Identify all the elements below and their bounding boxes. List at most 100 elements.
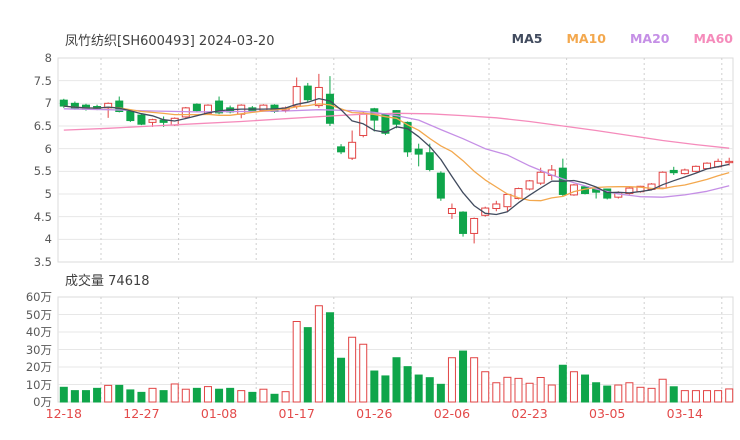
candle-body xyxy=(215,100,224,114)
volume-bar xyxy=(592,382,601,403)
volume-bar xyxy=(547,384,556,403)
date-label-01-17: 01-17 xyxy=(278,406,315,421)
volume-bar xyxy=(581,374,590,403)
candle-body xyxy=(425,152,434,171)
volume-bar xyxy=(381,375,390,403)
volume-tick: 40万 xyxy=(25,325,52,339)
candle-body xyxy=(259,104,268,112)
volume-tick: 10万 xyxy=(25,377,52,392)
ma-legend: MA5 MA10 MA20 MA60 xyxy=(512,31,733,46)
candle-body xyxy=(603,188,612,199)
volume-tick: 50万 xyxy=(25,307,52,322)
volume-bar xyxy=(636,386,645,403)
volume-bar xyxy=(81,390,90,403)
date-label-02-06: 02-06 xyxy=(433,406,471,421)
candle-body xyxy=(303,85,312,101)
volume-bar xyxy=(459,350,468,403)
volume-bar xyxy=(170,383,179,403)
candle-body xyxy=(514,188,523,200)
volume-bar xyxy=(126,389,135,403)
volume-bar xyxy=(680,390,689,403)
volume-bar xyxy=(148,387,157,403)
date-label-12-18: 12-18 xyxy=(45,406,82,421)
candle-body xyxy=(669,169,678,174)
volume-tick: 30万 xyxy=(25,342,52,357)
candle-body xyxy=(536,171,545,184)
volume-bar xyxy=(481,371,490,403)
volume-bar xyxy=(348,336,357,403)
candle-body xyxy=(492,203,501,210)
candle-body xyxy=(181,107,190,118)
volume-bar xyxy=(425,377,434,403)
volume-bar xyxy=(447,357,456,403)
date-label-02-23: 02-23 xyxy=(511,406,548,421)
volume-bar xyxy=(703,390,712,403)
price-panel-border xyxy=(57,57,734,263)
price-tick: 4 xyxy=(44,232,52,247)
volume-bar xyxy=(292,321,301,403)
candle-body xyxy=(525,180,534,190)
volume-tick: 0万 xyxy=(33,395,52,409)
price-tick: 6.5 xyxy=(33,119,52,133)
price-tick: 5 xyxy=(44,187,52,201)
price-tick: 4.5 xyxy=(33,209,52,224)
legend-ma10[interactable]: MA10 xyxy=(566,31,606,46)
candle-body xyxy=(148,119,157,123)
price-tick: 7 xyxy=(44,96,52,111)
candle-body xyxy=(70,102,79,109)
date-label-12-27: 12-27 xyxy=(123,406,160,421)
volume-bar xyxy=(647,387,656,403)
volume-bar xyxy=(503,376,512,403)
volume-bar xyxy=(337,357,346,403)
volume-bar xyxy=(259,388,268,403)
volume-bar xyxy=(714,390,723,403)
volume-bar xyxy=(325,312,334,403)
price-tick: 5.5 xyxy=(33,164,52,179)
candle-body xyxy=(115,100,124,112)
volume-bar xyxy=(303,327,312,403)
candle-body xyxy=(459,211,468,234)
volume-bar xyxy=(270,393,279,403)
candle-body xyxy=(126,110,135,122)
date-label-03-05: 03-05 xyxy=(589,406,626,421)
volume-bar xyxy=(536,377,545,403)
candle-body xyxy=(314,86,323,107)
legend-ma20[interactable]: MA20 xyxy=(629,31,670,46)
volume-bar xyxy=(226,387,235,403)
candle-body xyxy=(503,193,512,208)
date-label-03-14: 03-14 xyxy=(666,406,703,421)
candle-body xyxy=(337,146,346,153)
volume-bar xyxy=(658,378,667,403)
volume-bar xyxy=(370,370,379,403)
volume-bar xyxy=(181,388,190,403)
date-label-01-26: 01-26 xyxy=(356,406,393,421)
volume-bar xyxy=(725,388,734,403)
candle-body xyxy=(569,184,578,196)
volume-bar xyxy=(203,386,212,403)
candle-body xyxy=(192,103,201,112)
candle-body xyxy=(414,148,423,155)
volume-bar xyxy=(192,387,201,403)
legend-ma60[interactable]: MA60 xyxy=(693,31,733,46)
price-tick: 6 xyxy=(44,141,52,156)
volume-bar xyxy=(625,382,634,403)
candle-body xyxy=(725,160,734,164)
ma20-line xyxy=(63,108,730,198)
candle-body xyxy=(691,165,700,172)
volume-bar xyxy=(569,371,578,403)
volume-bar xyxy=(281,391,290,403)
volume-bar xyxy=(470,357,479,403)
volume-bar xyxy=(70,390,79,403)
candle-body xyxy=(325,93,334,124)
volume-bar xyxy=(248,391,257,403)
volume-bar xyxy=(403,366,412,403)
price-tick: 8 xyxy=(44,51,52,65)
legend-ma5[interactable]: MA5 xyxy=(511,31,543,46)
ma60-line xyxy=(63,112,730,149)
candle-body xyxy=(59,99,68,107)
volume-bar xyxy=(603,385,612,403)
candle-body xyxy=(137,114,146,125)
volume-bar xyxy=(525,382,534,403)
